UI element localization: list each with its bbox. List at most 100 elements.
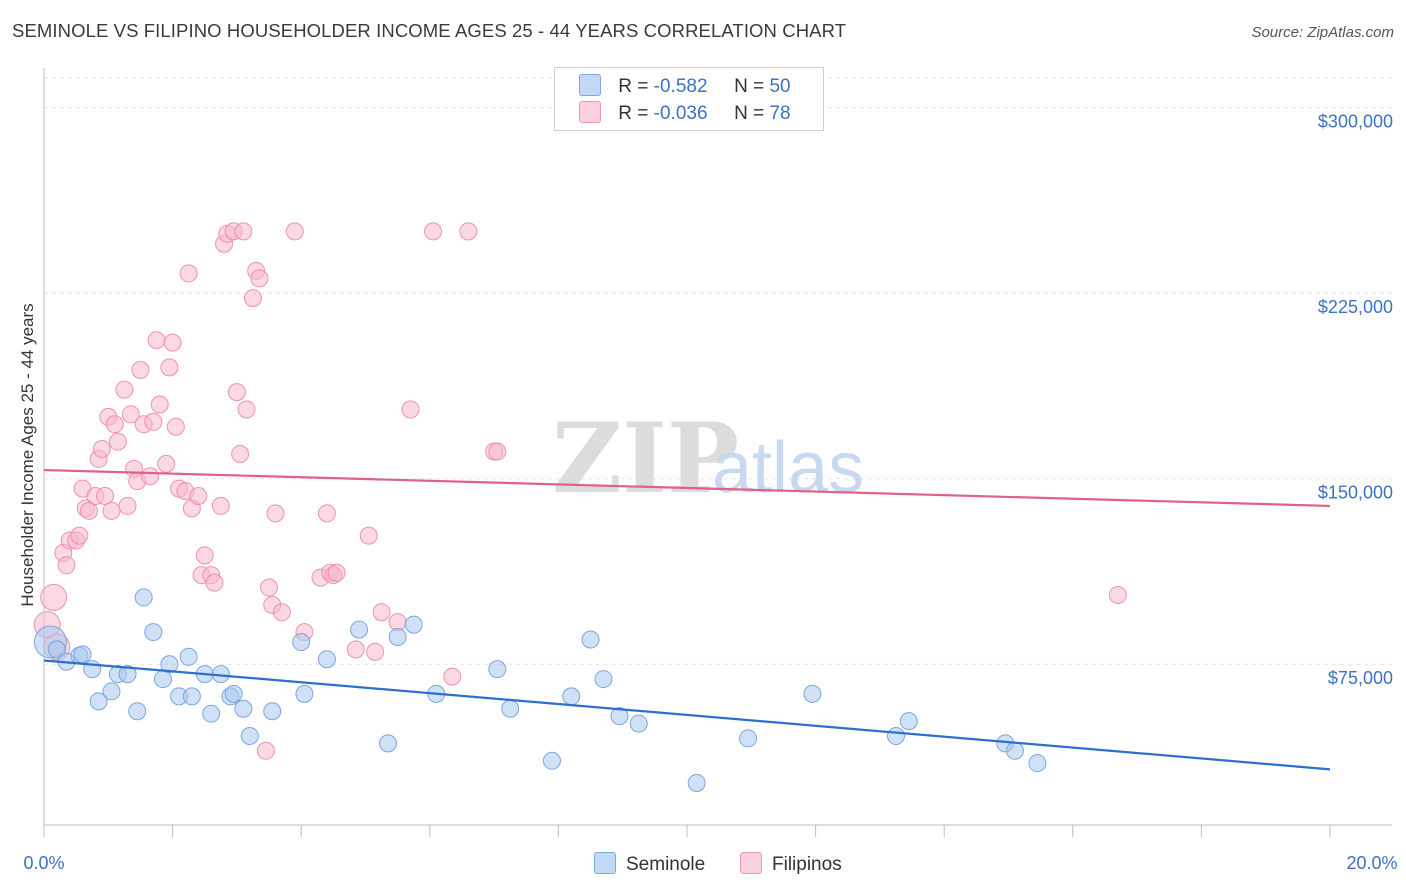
filipinos-point: [57, 556, 76, 575]
filipinos-point: [327, 563, 346, 582]
filipinos-point: [366, 642, 385, 661]
filipinos-point: [272, 603, 291, 622]
filipinos-point: [211, 496, 230, 515]
filipinos-point: [1108, 585, 1127, 604]
filipinos-point: [346, 640, 365, 659]
legend-n-label: N =: [734, 103, 770, 124]
y-tick-label: $225,000: [1318, 297, 1393, 317]
x-tick-label-min: 0.0%: [23, 853, 64, 873]
seminole-point: [73, 645, 92, 664]
seminole-point: [1005, 741, 1024, 760]
filipinos-point: [115, 380, 134, 399]
trend-lines: [43, 468, 1331, 771]
filipinos-point: [260, 578, 279, 597]
filipinos-point: [227, 383, 246, 402]
legend-row-seminole: R = -0.582 N = 50: [579, 74, 791, 100]
filipinos-point: [147, 331, 166, 350]
legend-n-value: 78: [769, 103, 791, 124]
seminole-point: [404, 615, 423, 634]
gridlines: [44, 77, 1392, 665]
filipinos-point: [40, 583, 68, 611]
seminole-point: [501, 699, 520, 718]
filipinos-point: [108, 432, 127, 451]
filipinos-point: [157, 454, 176, 473]
seminole-point: [128, 702, 147, 721]
filipinos-points: [33, 222, 1127, 760]
filipinos-point: [266, 504, 285, 523]
seminole-point: [134, 588, 153, 607]
bottom-legend-filipinos: Filipinos: [740, 852, 842, 876]
legend-swatch-filipinos: [579, 101, 601, 123]
filipinos-point: [459, 222, 478, 241]
seminole-point: [379, 734, 398, 753]
seminole-point: [886, 726, 905, 745]
filipinos-point: [179, 264, 198, 283]
filipinos-point: [118, 496, 137, 515]
seminole-point: [160, 655, 179, 674]
filipinos-trend-line: [43, 468, 1331, 508]
seminole-point: [295, 684, 314, 703]
seminole-point: [629, 714, 648, 733]
seminole-point: [202, 704, 221, 723]
filipinos-point: [96, 487, 115, 506]
seminole-point: [144, 623, 163, 642]
chart-title: SEMINOLE VS FILIPINO HOUSEHOLDER INCOME …: [12, 20, 847, 41]
y-tick-label: $300,000: [1318, 112, 1393, 132]
seminole-point: [687, 773, 706, 792]
seminole-point: [179, 647, 198, 666]
watermark: ZIP atlas: [552, 402, 864, 515]
filipinos-point: [231, 444, 250, 463]
seminole-point: [610, 707, 629, 726]
filipinos-point: [488, 442, 507, 461]
seminole-point: [292, 632, 311, 651]
seminole-point: [350, 620, 369, 639]
filipinos-point: [121, 405, 140, 424]
filipinos-point: [234, 222, 253, 241]
seminole-point: [594, 670, 613, 689]
bottom-legend-seminole: Seminole: [594, 852, 705, 876]
filipinos-point: [424, 222, 443, 241]
axes: [43, 68, 1392, 837]
filipinos-point: [70, 526, 89, 545]
filipinos-point: [105, 415, 124, 434]
seminole-point: [388, 628, 407, 647]
seminole-point: [739, 729, 758, 748]
filipinos-point: [195, 546, 214, 565]
seminole-point: [47, 640, 66, 659]
legend-swatch-seminole: [579, 74, 601, 96]
filipinos-point: [205, 573, 224, 592]
filipinos-point: [163, 333, 182, 352]
legend-row-filipinos: R = -0.036 N = 78: [579, 101, 791, 127]
bottom-legend-seminole-label: Seminole: [626, 854, 706, 875]
filipinos-point: [92, 440, 111, 459]
filipinos-point: [189, 487, 208, 506]
filipinos-point: [131, 360, 150, 379]
seminole-point: [89, 692, 108, 711]
bottom-legend-swatch-seminole: [594, 852, 616, 874]
seminole-point: [317, 650, 336, 669]
filipinos-point: [372, 603, 391, 622]
filipinos-point: [80, 501, 99, 520]
filipinos-point: [317, 504, 336, 523]
filipinos-point: [150, 395, 169, 414]
source-label: Source: ZipAtlas.com: [1251, 24, 1394, 41]
filipinos-point: [285, 222, 304, 241]
filipinos-point: [250, 269, 269, 288]
bottom-legend-swatch-filipinos: [740, 852, 762, 874]
seminole-point: [234, 699, 253, 718]
seminole-point: [562, 687, 581, 706]
legend-r-label: R =: [618, 103, 654, 124]
seminole-point: [182, 687, 201, 706]
filipinos-point: [359, 526, 378, 545]
legend-n-value: 50: [769, 76, 791, 97]
seminole-point: [542, 751, 561, 770]
seminole-point: [488, 660, 507, 679]
seminole-trend-line: [43, 659, 1331, 771]
seminole-point: [899, 712, 918, 731]
filipinos-point: [141, 467, 160, 486]
bottom-legend: Seminole Filipinos: [0, 850, 1406, 878]
filipinos-point: [256, 741, 275, 760]
filipinos-point: [160, 358, 179, 377]
seminole-point: [581, 630, 600, 649]
